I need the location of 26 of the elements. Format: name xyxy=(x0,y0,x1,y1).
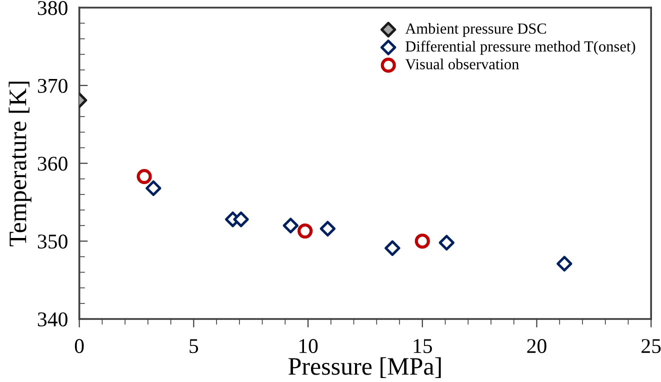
y-tick-label: 360 xyxy=(38,156,68,171)
x-tick-label: 0 xyxy=(74,339,84,354)
x-tick-label: 20 xyxy=(527,339,546,354)
x-tick-label: 10 xyxy=(299,339,318,354)
x-tick-label: 25 xyxy=(642,339,661,354)
x-axis-title: Pressure [MPa] xyxy=(288,357,441,378)
point xyxy=(146,180,162,196)
legend-label: Ambient pressure DSC xyxy=(405,23,546,37)
point xyxy=(298,223,313,239)
legend-label: Differential pressure method T(onset) xyxy=(406,40,636,55)
point xyxy=(384,240,400,256)
point xyxy=(438,234,454,251)
point xyxy=(320,220,336,237)
point xyxy=(556,256,572,272)
legend-label: Visual observation xyxy=(405,58,519,70)
point xyxy=(282,218,298,234)
y-tick-label: 380 xyxy=(38,1,68,16)
point xyxy=(233,212,249,228)
y-tick-label: 350 xyxy=(38,234,68,249)
point xyxy=(136,168,152,184)
point xyxy=(414,234,430,249)
y-tick-label: 370 xyxy=(38,78,68,93)
y-axis-title: Temperature [K] xyxy=(8,82,32,246)
x-tick-label: 15 xyxy=(414,339,432,354)
y-tick-label: 340 xyxy=(38,312,68,326)
x-tick-label: 5 xyxy=(190,339,198,354)
